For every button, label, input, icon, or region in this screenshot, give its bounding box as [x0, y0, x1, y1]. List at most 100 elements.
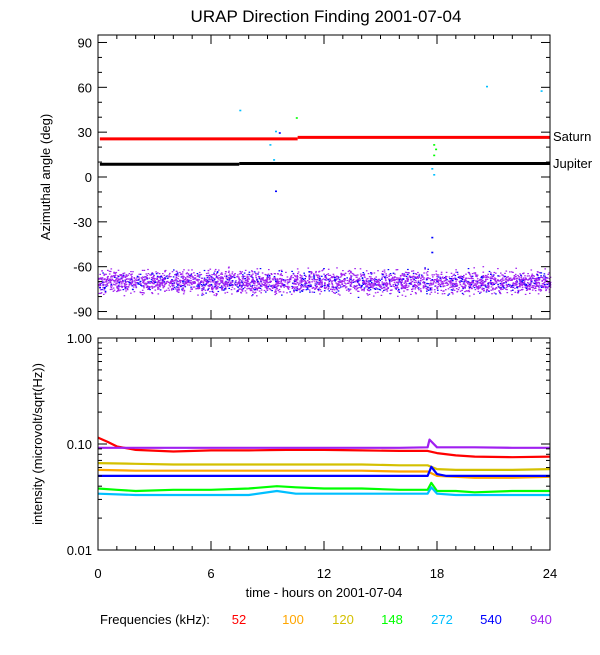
- band-point: [522, 283, 525, 285]
- band-point: [140, 277, 143, 279]
- band-point: [442, 277, 445, 279]
- band-point: [368, 282, 371, 284]
- band-point: [450, 284, 452, 286]
- band-point: [501, 284, 504, 286]
- band-point: [521, 280, 523, 282]
- legend-entry-272: 272: [431, 612, 453, 627]
- band-point: [182, 287, 184, 289]
- band-point: [117, 279, 120, 281]
- band-point: [481, 288, 484, 291]
- band-point: [176, 283, 178, 285]
- band-point: [191, 283, 193, 286]
- band-point: [318, 287, 321, 289]
- band-point: [482, 279, 484, 282]
- band-point: [381, 283, 383, 285]
- band-point: [428, 284, 431, 287]
- band-point: [211, 285, 214, 287]
- band-point: [365, 270, 368, 272]
- band-point: [275, 290, 277, 292]
- band-point: [177, 275, 180, 277]
- band-point: [227, 271, 230, 273]
- band-point: [343, 282, 346, 284]
- band-point: [294, 279, 297, 281]
- band-point: [349, 281, 352, 283]
- band-point: [541, 283, 544, 285]
- band-point: [113, 284, 116, 286]
- band-point: [466, 283, 469, 285]
- band-point: [446, 279, 448, 281]
- band-point: [171, 271, 174, 273]
- band-point: [171, 279, 174, 281]
- band-point: [307, 288, 309, 290]
- band-point: [128, 278, 130, 280]
- band-point: [256, 295, 258, 297]
- jupiter-label: Jupiter: [553, 156, 593, 171]
- band-point: [494, 288, 496, 290]
- band-point: [490, 286, 493, 288]
- band-point: [289, 278, 291, 280]
- band-point: [286, 292, 288, 294]
- band-point: [365, 278, 368, 280]
- band-point: [216, 272, 218, 274]
- band-point: [200, 280, 203, 282]
- band-point: [175, 270, 178, 272]
- band-point: [370, 286, 373, 288]
- band-point: [337, 290, 340, 292]
- band-point: [277, 281, 279, 284]
- band-point: [484, 280, 487, 282]
- band-point: [197, 294, 199, 296]
- band-point: [517, 289, 519, 291]
- legend-entry-52: 52: [232, 612, 246, 627]
- band-point: [333, 275, 335, 277]
- band-point: [126, 275, 128, 277]
- band-point: [490, 289, 492, 291]
- band-point: [545, 283, 548, 285]
- band-point: [212, 280, 214, 282]
- band-point: [299, 288, 301, 290]
- band-point: [276, 285, 279, 287]
- band-point: [127, 274, 130, 276]
- band-point: [335, 275, 338, 277]
- band-point: [196, 273, 199, 275]
- band-point: [128, 273, 131, 275]
- band-point: [235, 280, 237, 282]
- band-point: [153, 274, 155, 276]
- band-point: [171, 279, 173, 281]
- band-point: [510, 286, 512, 288]
- band-point: [324, 276, 326, 278]
- band-point: [407, 272, 410, 274]
- band-point: [487, 290, 490, 292]
- band-point: [527, 279, 529, 281]
- band-point: [380, 285, 383, 287]
- band-point: [201, 294, 203, 296]
- band-point: [531, 274, 533, 277]
- band-point: [301, 275, 303, 277]
- band-point: [164, 290, 166, 292]
- band-point: [343, 274, 346, 276]
- band-point: [327, 278, 329, 280]
- band-point: [462, 283, 465, 285]
- band-point: [146, 277, 148, 279]
- band-point: [182, 281, 184, 283]
- band-point: [201, 292, 204, 294]
- band-point: [216, 271, 219, 274]
- band-point: [501, 274, 503, 276]
- band-point: [170, 281, 172, 283]
- band-point: [124, 288, 127, 290]
- band-point: [468, 284, 470, 286]
- band-point: [445, 271, 448, 273]
- band-point: [270, 273, 273, 275]
- band-point: [231, 281, 234, 283]
- band-point: [530, 279, 533, 281]
- band-point: [497, 279, 499, 281]
- band-point: [455, 271, 457, 273]
- band-point: [220, 272, 223, 274]
- band-point: [515, 275, 517, 277]
- band-point: [277, 273, 279, 275]
- band-point: [215, 274, 217, 276]
- band-point: [139, 292, 142, 294]
- band-point: [406, 286, 409, 288]
- band-point: [106, 279, 109, 281]
- band-point: [454, 284, 456, 286]
- band-point: [297, 271, 300, 273]
